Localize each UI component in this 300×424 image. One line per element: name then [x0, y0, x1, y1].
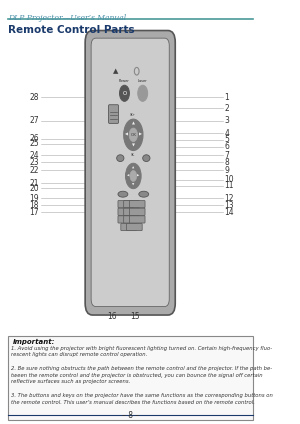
FancyBboxPatch shape	[91, 38, 169, 307]
Circle shape	[129, 128, 137, 142]
Circle shape	[124, 119, 143, 151]
Text: 5: 5	[224, 135, 229, 144]
Text: ▲: ▲	[113, 68, 118, 74]
Text: 28: 28	[30, 93, 39, 102]
FancyBboxPatch shape	[124, 208, 139, 215]
Circle shape	[130, 170, 137, 181]
FancyBboxPatch shape	[129, 208, 145, 215]
Text: reflective surfaces such as projector screens.: reflective surfaces such as projector sc…	[11, 379, 131, 385]
FancyBboxPatch shape	[124, 216, 139, 223]
FancyBboxPatch shape	[121, 223, 136, 231]
FancyBboxPatch shape	[118, 201, 134, 208]
Text: ▼: ▼	[132, 144, 135, 148]
Ellipse shape	[117, 155, 124, 162]
Text: ▶: ▶	[139, 133, 142, 137]
Text: Power: Power	[119, 79, 130, 83]
Text: ◀: ◀	[127, 174, 129, 178]
Text: 2: 2	[224, 103, 229, 113]
Text: 7: 7	[224, 151, 229, 159]
Text: 20: 20	[29, 184, 39, 193]
FancyBboxPatch shape	[85, 31, 175, 315]
Ellipse shape	[118, 191, 128, 197]
Text: ▼: ▼	[132, 182, 134, 187]
Text: the remote control. This user’s manual describes the functions based on the remo: the remote control. This user’s manual d…	[11, 400, 255, 405]
Text: 15: 15	[130, 312, 140, 321]
Text: ▲: ▲	[132, 165, 134, 170]
Ellipse shape	[139, 191, 149, 197]
Text: 17: 17	[29, 208, 39, 217]
Text: 12: 12	[224, 194, 234, 203]
Text: 8: 8	[224, 158, 229, 167]
Ellipse shape	[143, 155, 150, 162]
FancyBboxPatch shape	[109, 105, 118, 123]
Text: Important:: Important:	[13, 339, 55, 345]
Text: 6: 6	[224, 142, 229, 151]
Text: 21: 21	[30, 179, 39, 188]
Text: 18: 18	[30, 201, 39, 210]
Text: O: O	[122, 91, 127, 96]
Text: VK-: VK-	[131, 153, 136, 157]
Text: VK+: VK+	[130, 113, 136, 117]
Text: 11: 11	[224, 181, 234, 190]
FancyBboxPatch shape	[8, 336, 253, 420]
Circle shape	[125, 163, 141, 189]
Circle shape	[119, 85, 129, 101]
Text: DLP Projector—User’s Manual: DLP Projector—User’s Manual	[8, 14, 126, 22]
Text: 13: 13	[224, 201, 234, 210]
FancyBboxPatch shape	[118, 216, 134, 223]
Text: 22: 22	[30, 166, 39, 175]
Text: ◀: ◀	[125, 133, 128, 137]
Text: 3. The buttons and keys on the projector have the same functions as the correspo: 3. The buttons and keys on the projector…	[11, 393, 273, 398]
Text: 16: 16	[107, 312, 117, 321]
Text: 19: 19	[29, 194, 39, 203]
FancyBboxPatch shape	[129, 201, 145, 208]
Text: 14: 14	[224, 208, 234, 217]
Text: 1: 1	[224, 93, 229, 102]
FancyBboxPatch shape	[129, 216, 145, 223]
FancyBboxPatch shape	[127, 223, 142, 231]
Text: 24: 24	[29, 151, 39, 159]
Text: Remote Control Parts: Remote Control Parts	[8, 25, 134, 36]
Text: ▶: ▶	[137, 174, 140, 178]
Text: ▲: ▲	[132, 122, 135, 126]
Text: 9: 9	[224, 166, 229, 175]
Text: 2. Be sure nothing obstructs the path between the remote control and the project: 2. Be sure nothing obstructs the path be…	[11, 366, 273, 371]
Text: 10: 10	[224, 175, 234, 184]
Text: 25: 25	[29, 139, 39, 148]
Text: – 8 –: – 8 –	[122, 411, 139, 420]
Text: 1. Avoid using the projector with bright fluorescent lighting turned on. Certain: 1. Avoid using the projector with bright…	[11, 346, 273, 351]
Text: Laser: Laser	[138, 79, 148, 83]
Text: 3: 3	[224, 116, 229, 125]
Text: tween the remote control and the projector is obstructed, you can bounce the sig: tween the remote control and the project…	[11, 373, 263, 378]
Text: OK: OK	[130, 133, 136, 137]
FancyBboxPatch shape	[118, 208, 134, 215]
Circle shape	[138, 85, 148, 101]
Text: rescent lights can disrupt remote control operation.: rescent lights can disrupt remote contro…	[11, 352, 148, 357]
FancyBboxPatch shape	[124, 201, 139, 208]
Text: 26: 26	[29, 134, 39, 143]
Text: 27: 27	[29, 116, 39, 125]
Text: 4: 4	[224, 128, 229, 138]
Text: 23: 23	[29, 158, 39, 167]
